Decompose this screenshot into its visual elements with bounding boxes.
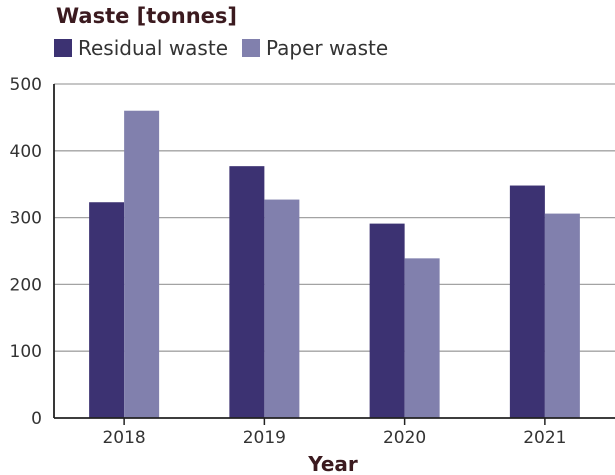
legend-item-residual-waste: Residual waste [54, 36, 228, 60]
bar-paper-waste-2021 [544, 213, 580, 418]
bar-residual-waste-2020 [369, 223, 405, 418]
bar-residual-waste-2018 [89, 202, 125, 418]
bar-paper-waste-2018 [124, 110, 160, 418]
legend-label-residual-waste: Residual waste [78, 36, 228, 60]
bar-paper-waste-2020 [404, 258, 440, 418]
y-tick-label-300: 300 [10, 209, 42, 229]
x-tick-label-2021: 2021 [523, 428, 566, 448]
bar-residual-waste-2021 [509, 185, 545, 418]
x-axis-title: Year [307, 452, 358, 475]
x-tick-label-2019: 2019 [243, 428, 286, 448]
x-tick-label-2020: 2020 [383, 428, 426, 448]
y-tick-label-400: 400 [10, 142, 42, 162]
y-tick-label-100: 100 [10, 342, 42, 362]
legend: Residual waste Paper waste [54, 36, 402, 60]
chart-title: Waste [tonnes] [56, 4, 237, 28]
legend-swatch-residual-waste [54, 39, 72, 57]
y-tick-label-500: 500 [10, 75, 42, 95]
y-tick-label-200: 200 [10, 275, 42, 295]
bar-paper-waste-2019 [264, 199, 300, 418]
y-tick-label-0: 0 [31, 409, 42, 429]
x-tick-label-2018: 2018 [102, 428, 145, 448]
legend-label-paper-waste: Paper waste [266, 36, 389, 60]
legend-swatch-paper-waste [242, 39, 260, 57]
legend-item-paper-waste: Paper waste [242, 36, 388, 60]
bar-residual-waste-2019 [229, 166, 265, 418]
